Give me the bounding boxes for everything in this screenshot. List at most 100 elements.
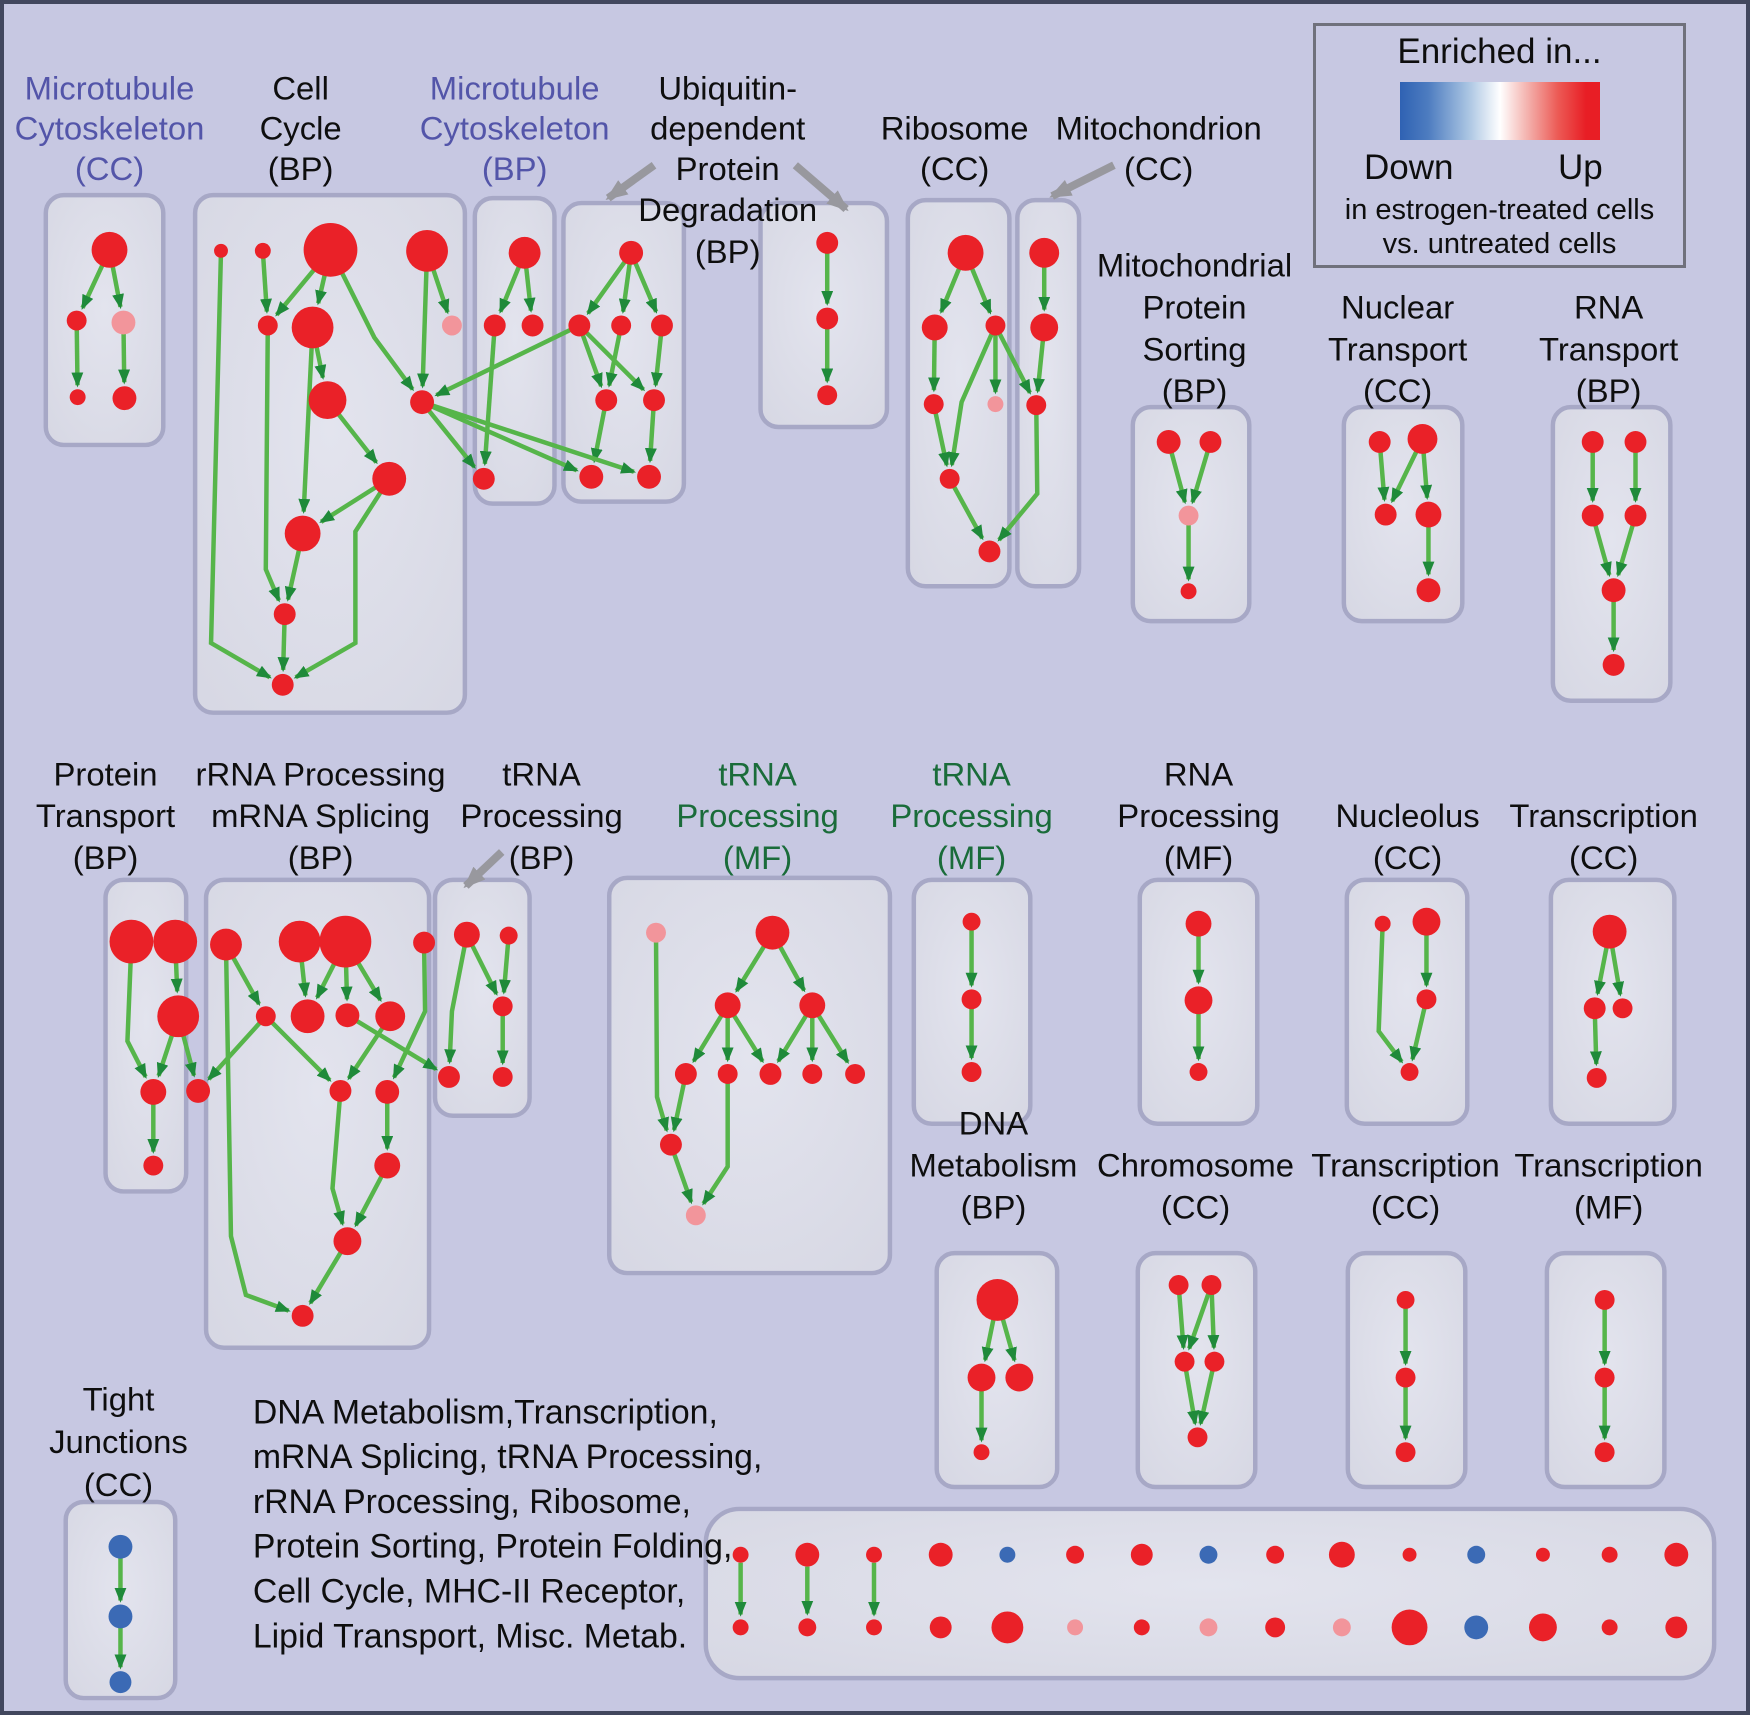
cluster-box-nuct — [1341, 404, 1465, 624]
graph-edge — [181, 1034, 197, 1078]
graph-edge — [314, 346, 327, 380]
go-node-mtcc-b — [111, 310, 136, 335]
chromosome-label-line1: Chromosome — [1097, 1147, 1294, 1184]
annotations-layer — [463, 161, 1116, 889]
nodes-layer — [66, 222, 1689, 1694]
go-node-nuct-mL — [1374, 503, 1397, 526]
go-node-ribo-mL — [921, 314, 948, 341]
strip-node-top-10 — [1328, 1541, 1355, 1568]
go-node-pt-sL — [140, 1078, 167, 1105]
go-node-cc-t2 — [254, 242, 271, 259]
go-node-mito-m — [1030, 313, 1059, 342]
go-node-rrna-r3a — [329, 1079, 352, 1102]
graph-edge — [427, 409, 477, 469]
graph-edge — [584, 330, 646, 392]
go-node-rrna-n195 — [186, 1078, 211, 1103]
go-node-ribo-h — [939, 468, 960, 489]
go-node-ubq1-c2 — [611, 315, 632, 336]
mito-protein-sorting-label-line1: Mitochondrial — [1097, 247, 1292, 284]
graph-edge — [1593, 524, 1612, 578]
go-node-ubq1-b2 — [637, 464, 661, 489]
graph-edge — [434, 327, 572, 398]
go-node-rrna-r3b — [375, 1079, 400, 1104]
go-node-rnat-m2 — [1601, 578, 1626, 603]
ubiquitin-label-line3: Protein — [676, 150, 780, 187]
go-node-cc-t4 — [406, 229, 448, 272]
strip-node-bottom-3 — [866, 1619, 882, 1636]
cluster-box-rnat — [1550, 404, 1673, 703]
strip-node-bottom-4 — [929, 1616, 952, 1639]
go-node-mitops-pk — [1178, 505, 1199, 526]
graph-edge — [776, 1014, 808, 1064]
go-node-tmf1-r3a — [674, 1063, 697, 1085]
merged-clusters-text-line2: mRNA Splicing, tRNA Processing, — [253, 1438, 763, 1476]
go-node-mito-t — [1029, 237, 1060, 268]
graph-edge — [1190, 450, 1210, 505]
go-node-pt-mid — [157, 995, 200, 1038]
graph-edge — [618, 263, 632, 314]
go-node-tmf2-b — [961, 989, 982, 1010]
go-node-dnam-big — [976, 1279, 1019, 1321]
graph-edge — [346, 1026, 385, 1081]
graph-edge — [277, 624, 290, 673]
rrna-processing-label-line3: (BP) — [288, 839, 354, 876]
go-node-chrom-tR — [1201, 1275, 1222, 1295]
graph-edge — [110, 266, 124, 310]
graph-edge — [947, 332, 994, 468]
graph-edge — [580, 334, 604, 389]
cell-cycle-label-line1: Cell — [272, 70, 329, 107]
nuclear-transport-label-line3: (CC) — [1363, 372, 1432, 409]
graph-edge — [1589, 1018, 1602, 1067]
go-node-trnabp-tL — [453, 921, 480, 948]
go-node-cc-t1 — [214, 243, 228, 258]
graph-edge — [1594, 946, 1609, 996]
rna-processing-mf-label-line2: Processing — [1117, 797, 1279, 834]
rna-transport-label-line3: (BP) — [1576, 372, 1642, 409]
graph-edge — [356, 961, 383, 1002]
go-node-chrom-bot — [1187, 1427, 1208, 1448]
go-node-mtcc-a — [66, 310, 87, 331]
trna-processing-bp-label-line2: Processing — [460, 797, 622, 834]
go-node-tmf1-r3e — [845, 1064, 866, 1084]
graph-edge — [1409, 1007, 1427, 1062]
cluster-box-chrom — [1135, 1250, 1258, 1490]
trna-processing-mf1-label-line2: Processing — [676, 797, 838, 834]
label-pointer-arrow-3 — [1049, 161, 1116, 200]
go-node-mito-b — [1026, 395, 1047, 416]
graph-edge — [499, 943, 511, 995]
go-node-tmf-b — [1594, 1367, 1615, 1388]
go-node-rrna-tD — [413, 931, 436, 954]
strip-node-top-15 — [1664, 1542, 1689, 1567]
graph-edge — [479, 335, 497, 467]
mt-bp-label-line1: Microtubule — [430, 70, 600, 107]
rrna-processing-label-line2: mRNA Splicing — [211, 797, 430, 834]
graph-edge — [80, 264, 105, 310]
go-node-ubq2-a — [816, 231, 839, 254]
graph-edge — [340, 271, 415, 392]
edges-layer — [71, 252, 1642, 1670]
go-node-chrom-mL — [1174, 1351, 1195, 1372]
go-node-tcc-mL — [1583, 997, 1606, 1020]
graph-edge — [444, 945, 467, 1065]
graph-edge — [969, 267, 993, 315]
trna-processing-bp-label-line1: tRNA — [502, 755, 581, 792]
go-node-pt-bigL — [109, 919, 154, 964]
label-pointer-arrow-2 — [792, 162, 849, 213]
graph-edge — [353, 1175, 384, 1228]
graph-edge — [263, 334, 281, 603]
trna-processing-mf1-label-line1: tRNA — [718, 755, 797, 792]
graph-edge — [170, 962, 183, 994]
ubiquitin-label-line2: dependent — [650, 109, 805, 146]
graph-edge — [431, 269, 450, 315]
go-node-mtbp-b — [521, 314, 544, 337]
graph-edge — [391, 952, 428, 1080]
go-node-trnabp-bR — [492, 1067, 513, 1087]
cluster-box-dnam — [934, 1250, 1060, 1490]
go-node-tcc-t — [1592, 914, 1627, 949]
mitochondrion-label-line2: (CC) — [1124, 150, 1193, 187]
cell-cycle-label-line2: Cycle — [260, 109, 342, 146]
go-node-tcc-mR — [1612, 998, 1633, 1019]
graph-edge — [1207, 1293, 1220, 1350]
go-node-rnap-b — [1184, 986, 1213, 1015]
go-node-ribo-mR — [985, 315, 1006, 336]
